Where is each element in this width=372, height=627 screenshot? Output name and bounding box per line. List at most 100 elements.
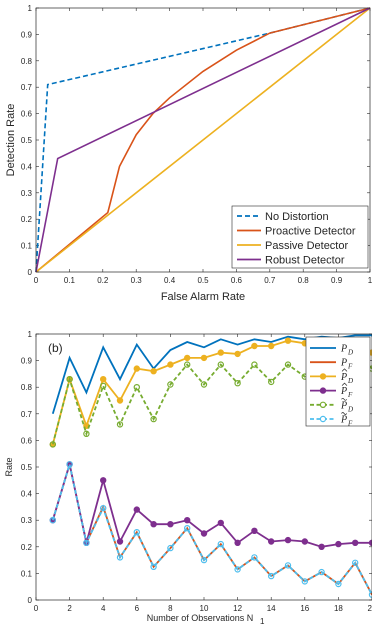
legend-symbol: P	[340, 415, 347, 426]
y-tick-label: 0.9	[21, 357, 33, 366]
chart-2: 0 2 4 6 8 10 12 14 16 18 20 0 0.1 0.2 0.3 0.4 0.5 0.6 0.7 0…	[4, 330, 372, 626]
x-tick-label: 10	[200, 604, 209, 613]
y-tick-label: 0.5	[21, 136, 33, 145]
data-point	[268, 572, 275, 580]
legend-subscript: D	[347, 405, 353, 413]
data-point	[116, 538, 124, 545]
data-point	[284, 361, 292, 368]
x-tick-label: 14	[267, 604, 276, 613]
y-tick-label: 0.4	[21, 490, 33, 499]
series-3	[49, 337, 372, 448]
data-point	[133, 384, 140, 391]
y-tick-label: 0.6	[21, 436, 33, 445]
y-axis-label: Rate	[4, 457, 14, 476]
x-tick-label: 0.9	[331, 276, 343, 285]
legend-subscript: D	[347, 377, 353, 385]
data-point	[318, 543, 325, 551]
data-point	[251, 361, 258, 368]
data-point	[150, 563, 157, 571]
data-point	[66, 461, 73, 468]
data-point	[335, 540, 342, 548]
data-point	[99, 382, 107, 390]
y-tick-label: 0	[28, 268, 33, 277]
data-point	[200, 556, 208, 564]
legend-symbol: P	[340, 358, 347, 369]
x-tick-label: 0.3	[131, 276, 143, 285]
data-point	[268, 538, 275, 545]
data-point	[301, 578, 308, 585]
data-point	[83, 539, 90, 547]
x-tick-label: 0.7	[264, 276, 276, 285]
x-tick-label: 0.2	[97, 276, 109, 285]
x-tick-label: 4	[101, 604, 106, 613]
data-point	[318, 568, 325, 576]
legend-marker	[319, 401, 327, 408]
data-point	[167, 544, 174, 552]
series-line-2	[35, 7, 371, 273]
legend-marker	[319, 387, 327, 394]
y-axis-label: Detection Rate	[5, 104, 17, 177]
data-point	[217, 540, 224, 548]
x-tick-label: 16	[300, 604, 309, 613]
y-tick-label: 0	[28, 596, 33, 605]
legend: No Distortion Proactive Detector Passive D…	[231, 205, 369, 269]
legend-subscript: F	[347, 391, 353, 399]
legend-subscript: F	[347, 363, 353, 371]
data-point	[217, 349, 224, 356]
y-tick-label: 0.7	[21, 83, 33, 92]
y-tick-label: 1	[28, 330, 33, 339]
legend-symbol: P	[340, 386, 347, 397]
y-tick-label: 0.1	[21, 242, 33, 251]
tilde-mark	[341, 412, 347, 415]
data-point	[217, 519, 224, 527]
y-tick-label: 0.2	[21, 215, 33, 224]
data-point	[99, 477, 107, 484]
data-point	[167, 381, 174, 388]
data-point	[234, 566, 241, 573]
legend-entry-4: Robust Detector	[265, 255, 345, 267]
series-6	[49, 461, 372, 598]
x-axis-label: Number of Observations N	[147, 613, 254, 623]
data-point	[183, 525, 191, 532]
y-tick-label: 0.5	[21, 463, 33, 472]
legend-subscript: F	[347, 420, 353, 428]
hat-mark	[341, 382, 348, 386]
data-point	[268, 342, 275, 350]
data-point	[150, 415, 157, 423]
y-tick-label: 0.8	[21, 57, 33, 66]
data-point	[234, 350, 241, 358]
series-line-4	[35, 7, 371, 273]
hat-mark	[341, 368, 348, 372]
data-point	[99, 505, 107, 512]
data-point	[234, 380, 241, 387]
legend-marker	[319, 415, 327, 423]
axes-frame	[35, 7, 371, 273]
data-point	[133, 365, 140, 372]
x-tick-label: 0.5	[197, 276, 209, 285]
data-point	[167, 521, 174, 528]
x-tick-label: 2	[67, 604, 72, 613]
legend-box	[305, 336, 371, 427]
y-tick-label: 0.3	[21, 516, 33, 525]
data-point	[167, 361, 174, 368]
legend-symbol: P	[340, 344, 347, 355]
x-tick-label: 12	[233, 604, 242, 613]
data-point	[234, 539, 241, 547]
x-tick-label: 0	[34, 276, 39, 285]
data-point	[200, 381, 208, 388]
data-point	[66, 376, 73, 383]
series-line-3	[35, 7, 371, 273]
x-axis-label: False Alarm Rate	[161, 291, 245, 303]
data-point	[301, 538, 308, 545]
x-tick-label: 0.8	[298, 276, 310, 285]
data-point	[200, 530, 208, 537]
data-point	[83, 430, 90, 437]
data-point	[335, 580, 342, 588]
x-tick-label: 0	[34, 604, 39, 613]
data-point	[217, 361, 224, 368]
x-tick-label: 0.4	[164, 276, 176, 285]
legend-entry-1: No Distortion	[265, 211, 329, 223]
